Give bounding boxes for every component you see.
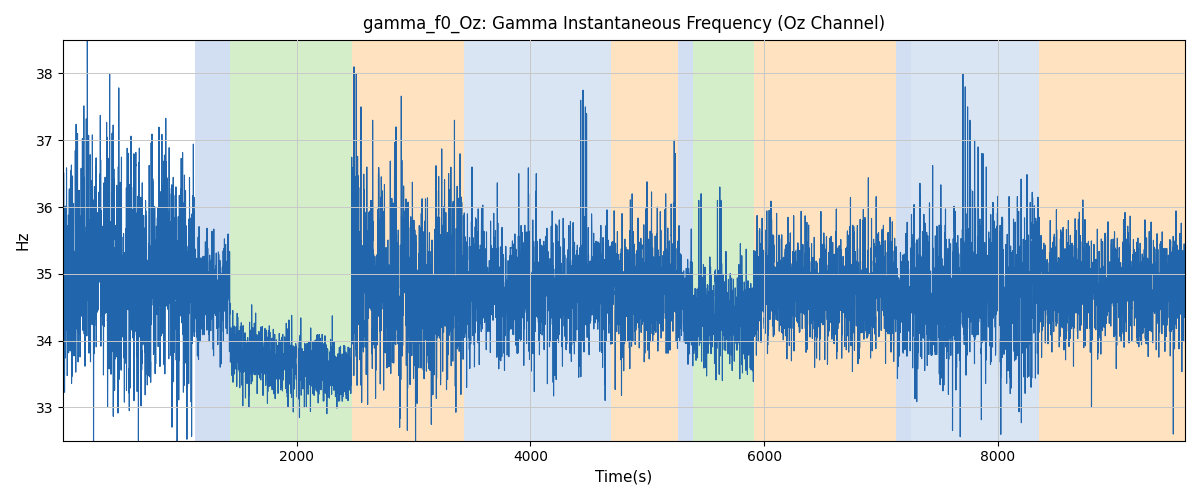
Bar — [194, 40, 230, 440]
Bar — [912, 40, 1039, 440]
Bar — [896, 40, 912, 440]
Bar — [754, 40, 896, 440]
Bar — [1039, 40, 1186, 440]
Title: gamma_f0_Oz: Gamma Instantaneous Frequency (Oz Channel): gamma_f0_Oz: Gamma Instantaneous Frequen… — [362, 15, 886, 34]
Bar — [611, 40, 678, 440]
Bar — [230, 40, 352, 440]
X-axis label: Time(s): Time(s) — [595, 470, 653, 485]
Bar — [464, 40, 611, 440]
Bar — [352, 40, 464, 440]
Bar — [692, 40, 754, 440]
Bar — [678, 40, 692, 440]
Y-axis label: Hz: Hz — [16, 230, 30, 250]
